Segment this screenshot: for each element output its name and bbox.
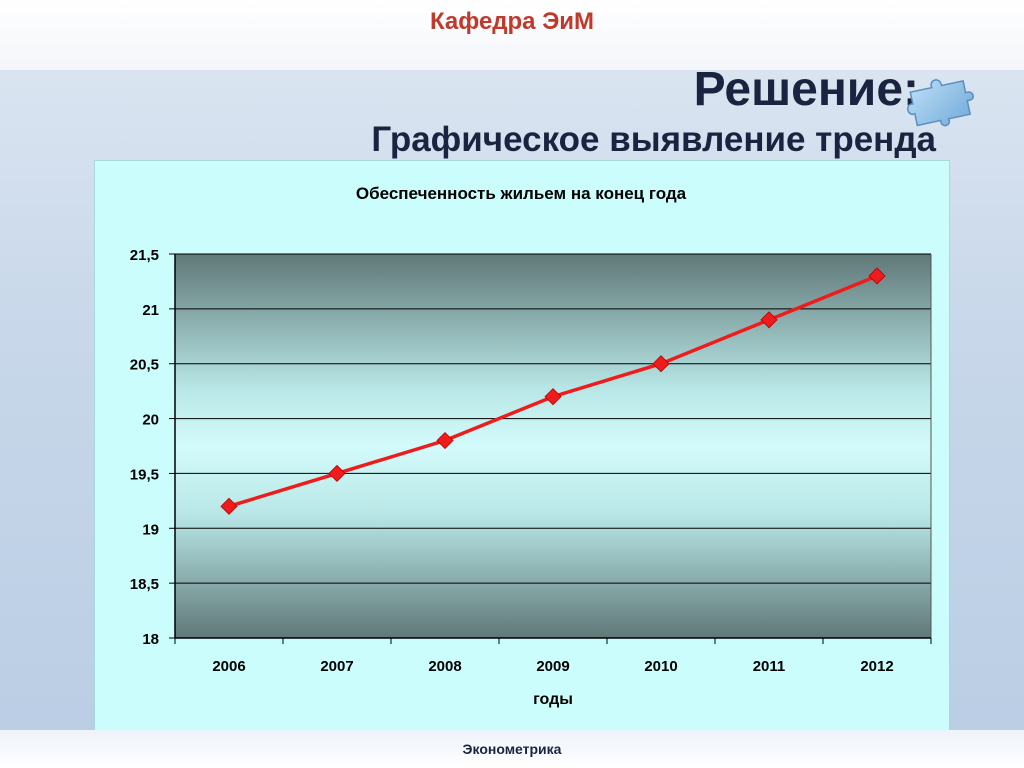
y-tick-label: 19,5 <box>130 466 159 483</box>
series-line <box>220 267 886 515</box>
chart-panel: Обеспеченность жильем на конец года 18 18… <box>94 160 950 732</box>
department-title: Кафедра ЭиМ <box>429 8 595 35</box>
y-tick-label: 20 <box>142 412 159 429</box>
x-tick-label: 2006 <box>212 658 245 675</box>
y-tick-label: 18 <box>142 631 159 648</box>
plot-area <box>175 254 931 638</box>
line-chart: Обеспеченность жильем на конец года 1818… <box>130 184 932 708</box>
data-point-marker <box>544 388 562 406</box>
footer-band <box>0 730 1024 768</box>
data-point-marker <box>436 431 454 450</box>
slide-subtitle: Графическое выявление тренда <box>371 120 936 159</box>
y-tick-label: 20,5 <box>130 357 159 374</box>
x-tick-label: 2012 <box>860 658 893 675</box>
chart-title: Обеспеченность жильем на конец года <box>356 184 687 203</box>
x-tick-label: 2010 <box>644 658 677 675</box>
x-tick-label: 2008 <box>428 658 461 675</box>
header-band <box>0 0 1024 70</box>
y-tick-label: 21,5 <box>130 247 159 264</box>
y-tick-label: 21 <box>142 302 159 319</box>
x-tick-label: 2007 <box>320 658 353 675</box>
puzzle-icon <box>907 79 974 127</box>
x-tick-label: 2009 <box>536 658 569 675</box>
y-axis: 18 18,5 19 19,5 20 20,5 21 21,5 <box>130 247 932 648</box>
x-axis-label: годы <box>533 691 573 708</box>
x-tick-label: 2011 <box>753 658 786 675</box>
data-point-marker <box>328 464 346 482</box>
footer-course: Эконометрика <box>462 741 562 757</box>
slide-title: Решение: <box>693 63 919 116</box>
data-point-marker <box>760 311 778 329</box>
data-point-marker <box>868 267 886 285</box>
data-point-marker <box>220 497 238 515</box>
x-axis: 2006 2007 2008 2009 2010 2011 2012 <box>174 637 932 675</box>
data-point-marker <box>652 355 670 373</box>
y-tick-label: 18,5 <box>130 576 159 593</box>
y-tick-label: 19 <box>142 521 159 538</box>
